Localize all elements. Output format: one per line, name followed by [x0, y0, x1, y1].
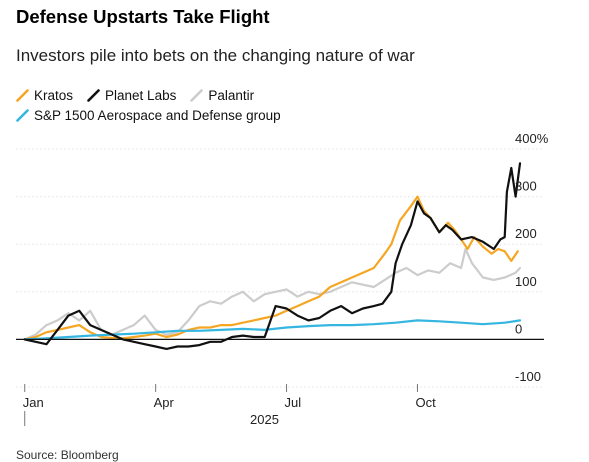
- series-lines: [23, 162, 522, 350]
- legend-swatch-palantir: [190, 88, 204, 102]
- y-tick-label: 300: [515, 179, 537, 194]
- legend-label-kratos: Kratos: [34, 87, 74, 103]
- x-tick-label: Jan: [23, 395, 44, 410]
- year-label: 2025: [250, 412, 279, 427]
- legend-item-planet-labs: Planet Labs: [87, 88, 176, 103]
- y-tick-label: 200: [515, 226, 537, 241]
- grid-lines: [16, 148, 544, 388]
- series-line-s-p-1500-aerospace-and-defense-group: [23, 319, 522, 341]
- source-note: Source: Bloomberg: [16, 448, 119, 462]
- chart-subtitle: Investors pile into bets on the changing…: [16, 46, 415, 65]
- y-tick-label: 100: [515, 274, 537, 289]
- legend-item-kratos: Kratos: [16, 88, 73, 103]
- x-tick-label: Apr: [154, 395, 175, 410]
- legend-item-sp1500: S&P 1500 Aerospace and Defense group: [16, 108, 281, 123]
- y-tick-label: -100: [515, 369, 541, 384]
- legend-swatch-sp1500: [16, 108, 29, 122]
- legend-label-sp1500: S&P 1500 Aerospace and Defense group: [34, 107, 281, 123]
- legend-row-1: Kratos Planet Labs Palantir: [16, 85, 576, 105]
- series-line-planet-labs: [23, 162, 522, 350]
- chart-legend: Kratos Planet Labs Palantir S&P 1500 Aer…: [16, 85, 576, 125]
- legend-swatch-kratos: [16, 88, 29, 102]
- x-tick-label: Oct: [415, 395, 436, 410]
- series-line-palantir: [23, 247, 522, 341]
- legend-swatch-planet-labs: [87, 88, 100, 102]
- axes: 400% 300 200 100 0 -100 Jan Apr Jul Oct 2025: [16, 131, 549, 427]
- y-tick-label: 400%: [515, 131, 549, 146]
- legend-label-palantir: Palantir: [208, 87, 255, 103]
- y-tick-label: 0: [515, 321, 522, 336]
- chart-title: Defense Upstarts Take Flight: [16, 6, 270, 27]
- legend-row-2: S&P 1500 Aerospace and Defense group: [16, 105, 576, 125]
- legend-item-palantir: Palantir: [190, 88, 254, 103]
- legend-label-planet-labs: Planet Labs: [105, 87, 177, 103]
- x-tick-label: Jul: [285, 395, 302, 410]
